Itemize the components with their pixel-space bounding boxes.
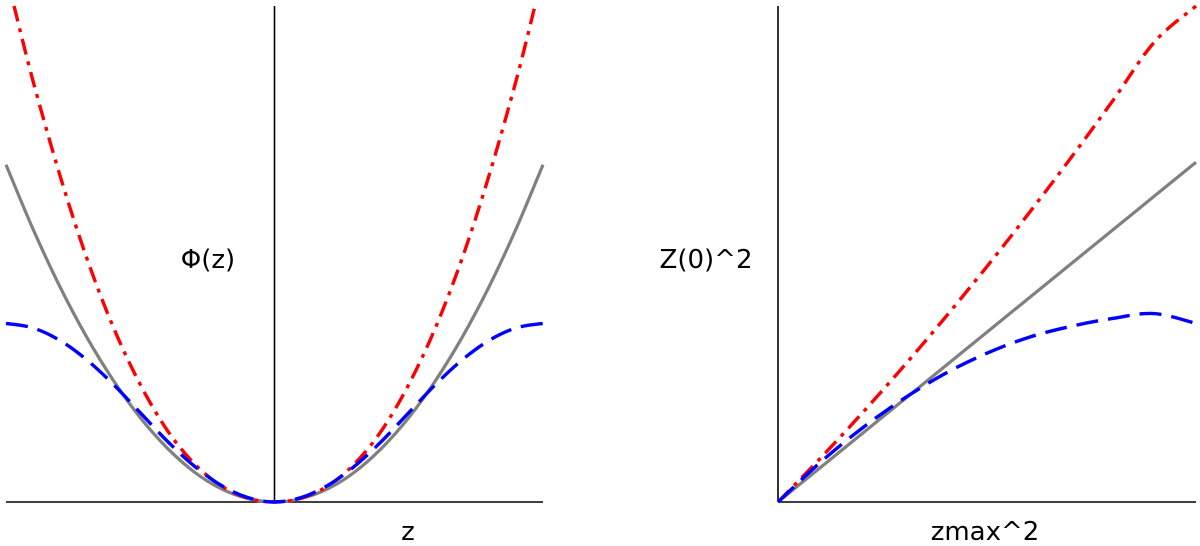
series-line-dashed — [776, 311, 1197, 504]
y-axis-label: Z(0)^2 — [660, 245, 753, 275]
y-axis-label: Φ(z) — [181, 245, 235, 275]
potential-chart: Φ(z) z — [4, 5, 545, 546]
series-line-solid — [776, 160, 1198, 504]
x-axis-label: zmax^2 — [931, 517, 1040, 546]
x-axis-label: z — [401, 517, 415, 546]
series-line-dash-dot — [776, 4, 1198, 504]
series-layer — [776, 4, 1198, 504]
series-layer — [4, 5, 545, 504]
amplitude-chart: Z(0)^2 zmax^2 — [660, 4, 1198, 546]
series-line-dashed — [5, 321, 544, 504]
